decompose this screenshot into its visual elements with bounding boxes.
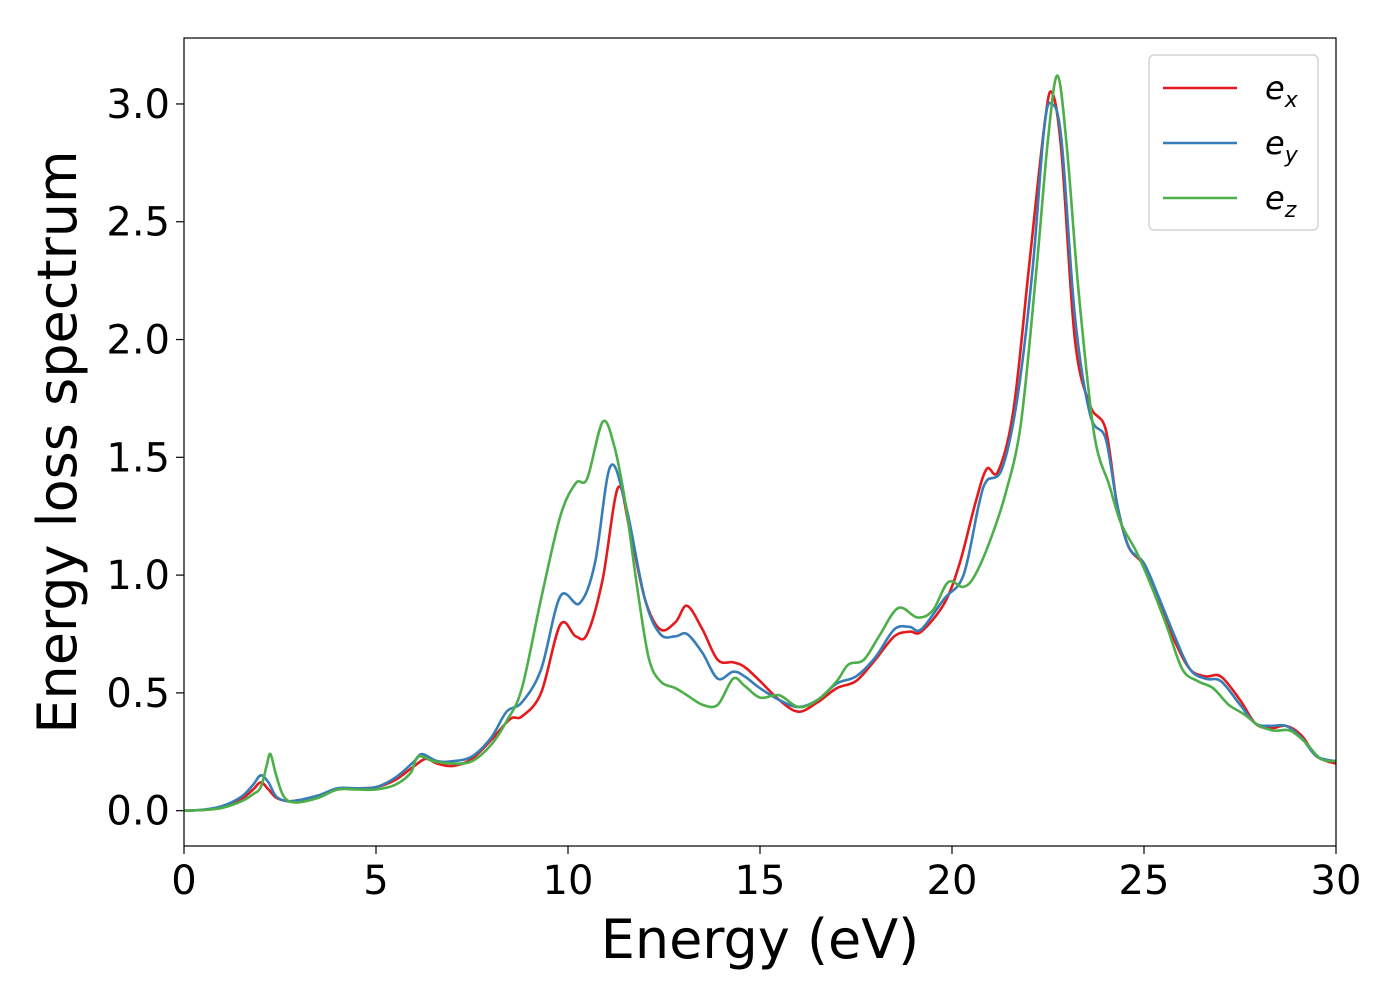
y-axis-title: Energy loss spectrum bbox=[26, 150, 89, 733]
y-tick-label: 3.0 bbox=[106, 82, 170, 128]
y-tick-label: 1.5 bbox=[106, 435, 170, 481]
axes-layer: 0 5 10 15 20 25 30 0.0 0.5 1.0 1.5 2.0 2.5 3.0 bbox=[106, 37, 1362, 904]
y-tick-label: 0.5 bbox=[106, 671, 170, 717]
x-tick-label: 0 bbox=[171, 858, 196, 904]
x-tick-label: 25 bbox=[1119, 858, 1170, 904]
y-tick-label: 1.0 bbox=[106, 553, 170, 599]
x-axis-title: Energy (eV) bbox=[601, 908, 920, 971]
legend-label-z: ez bbox=[1265, 179, 1297, 223]
series-layer bbox=[184, 74, 1336, 812]
legend-label-x: ex bbox=[1265, 69, 1299, 113]
series-line-z bbox=[184, 74, 1336, 812]
x-tick-label: 10 bbox=[543, 858, 594, 904]
x-tick-label: 20 bbox=[927, 858, 978, 904]
legend-label-y: ey bbox=[1265, 124, 1299, 168]
x-tick-label: 5 bbox=[363, 858, 388, 904]
x-tick-label: 30 bbox=[1311, 858, 1362, 904]
y-tick-label: 0.0 bbox=[106, 789, 170, 835]
y-tick-label: 2.0 bbox=[106, 318, 170, 364]
series-line-y bbox=[184, 101, 1336, 812]
y-tick-label: 2.5 bbox=[106, 200, 170, 246]
legend: ex ey ez bbox=[1148, 54, 1319, 231]
x-tick-label: 15 bbox=[735, 858, 786, 904]
